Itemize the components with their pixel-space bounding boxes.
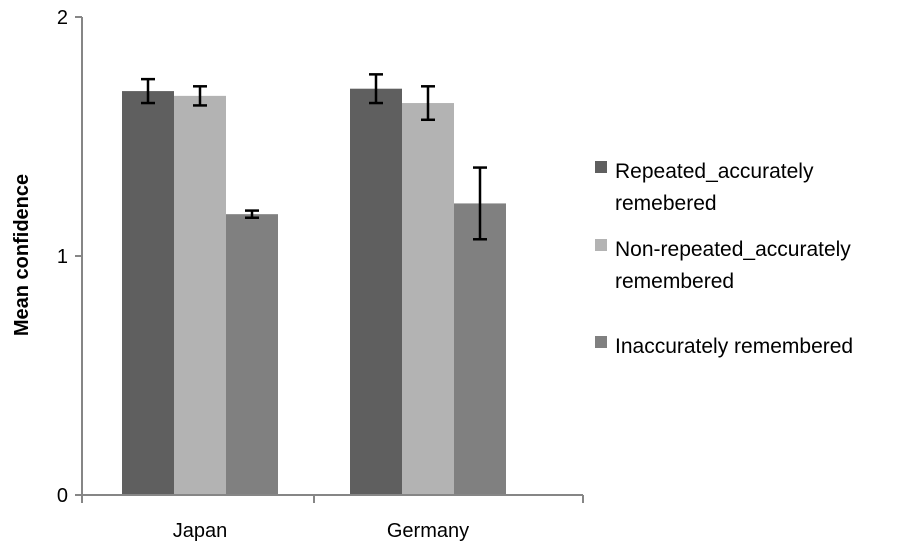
bar-germany-series-1: [350, 88, 402, 495]
y-tick-label: 1: [57, 246, 68, 268]
legend-label: remembered: [615, 270, 734, 293]
legend-label: Repeated_accurately: [615, 160, 814, 183]
legend-swatch: [595, 161, 607, 173]
error-bar-germany-series-1: [369, 73, 383, 105]
y-tick-label: 0: [57, 485, 68, 507]
x-tick-label-germany: Germany: [387, 520, 469, 542]
legend-label: Inaccurately remembered: [615, 335, 853, 358]
plot-area: [122, 73, 506, 496]
bar-germany-series-3: [454, 203, 506, 496]
legend-swatch: [595, 336, 607, 348]
axes: 0 1 2 Japan Germany: [57, 7, 584, 542]
legend: Repeated_accurately remebered Non-repeated…: [595, 160, 853, 358]
x-tick-label-japan: Japan: [173, 520, 228, 542]
legend-item-2: Non-repeated_accurately remembered: [595, 238, 851, 293]
error-bar-japan-series-2: [193, 85, 207, 107]
legend-swatch: [595, 239, 607, 251]
legend-label: remebered: [615, 192, 717, 215]
error-bar-germany-series-2: [421, 85, 435, 122]
legend-item-1: Repeated_accurately remebered: [595, 160, 814, 215]
legend-label: Non-repeated_accurately: [615, 238, 851, 261]
error-bar-japan-series-1: [141, 77, 155, 105]
bar-japan-series-2: [174, 95, 226, 496]
error-bar-japan-series-3: [245, 209, 259, 220]
y-axis-title: Mean confidence: [11, 174, 33, 336]
y-tick-label: 2: [57, 7, 68, 29]
bar-germany-series-2: [402, 103, 454, 495]
bar-japan-series-3: [226, 214, 278, 496]
legend-item-3: Inaccurately remembered: [595, 335, 853, 358]
error-bar-germany-series-3: [473, 166, 487, 241]
bar-japan-series-1: [122, 91, 174, 495]
